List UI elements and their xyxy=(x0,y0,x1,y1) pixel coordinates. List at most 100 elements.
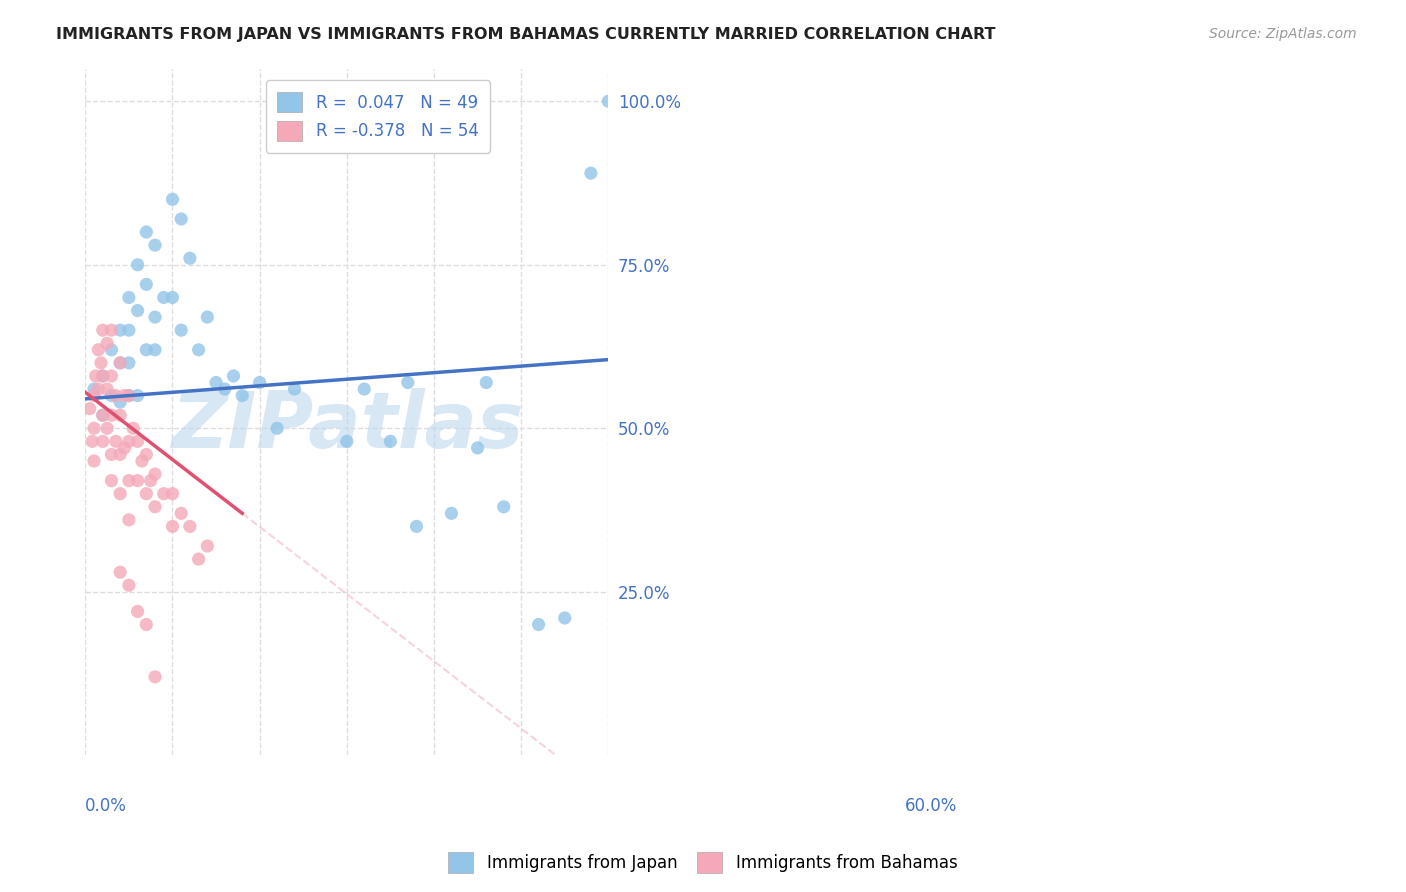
Point xyxy=(118,388,141,402)
Point xyxy=(143,467,166,481)
Point xyxy=(96,336,118,351)
Point xyxy=(135,447,157,461)
Point xyxy=(118,434,141,449)
Point xyxy=(100,408,122,422)
Point xyxy=(266,421,288,435)
Point xyxy=(108,408,131,422)
Point xyxy=(108,356,131,370)
Point xyxy=(100,388,122,402)
Point xyxy=(118,513,141,527)
Point xyxy=(143,310,166,324)
Text: Source: ZipAtlas.com: Source: ZipAtlas.com xyxy=(1209,27,1357,41)
Point xyxy=(83,454,105,468)
Point xyxy=(127,258,149,272)
Point xyxy=(195,310,218,324)
Point xyxy=(100,343,122,357)
Text: 0.0%: 0.0% xyxy=(86,797,127,814)
Point xyxy=(114,441,136,455)
Point xyxy=(179,251,201,265)
Point xyxy=(135,343,157,357)
Point xyxy=(127,434,149,449)
Legend: R =  0.047   N = 49, R = -0.378   N = 54: R = 0.047 N = 49, R = -0.378 N = 54 xyxy=(266,80,491,153)
Point xyxy=(91,408,114,422)
Text: 60.0%: 60.0% xyxy=(904,797,957,814)
Point xyxy=(135,617,157,632)
Point xyxy=(83,388,105,402)
Point xyxy=(598,94,620,108)
Point xyxy=(195,539,218,553)
Point xyxy=(127,303,149,318)
Point xyxy=(108,565,131,579)
Point xyxy=(82,434,104,449)
Point xyxy=(96,421,118,435)
Point xyxy=(170,211,193,226)
Text: ZIPatlas: ZIPatlas xyxy=(170,388,523,464)
Point xyxy=(527,617,550,632)
Point xyxy=(100,474,122,488)
Point xyxy=(108,323,131,337)
Point xyxy=(162,486,184,500)
Point xyxy=(162,519,184,533)
Point xyxy=(108,395,131,409)
Point xyxy=(91,368,114,383)
Point xyxy=(353,382,375,396)
Point xyxy=(162,290,184,304)
Point xyxy=(170,323,193,337)
Point xyxy=(127,604,149,618)
Point xyxy=(214,382,236,396)
Point xyxy=(336,434,359,449)
Point xyxy=(96,382,118,396)
Point xyxy=(127,474,149,488)
Point xyxy=(152,486,174,500)
Point xyxy=(143,500,166,514)
Point xyxy=(231,388,253,402)
Point xyxy=(440,506,463,520)
Point xyxy=(87,382,110,396)
Point xyxy=(79,401,101,416)
Point xyxy=(118,388,141,402)
Point xyxy=(162,192,184,206)
Point xyxy=(222,368,245,383)
Point xyxy=(187,343,209,357)
Point xyxy=(187,552,209,566)
Point xyxy=(554,611,576,625)
Point xyxy=(100,447,122,461)
Point xyxy=(249,376,271,390)
Point xyxy=(83,382,105,396)
Legend: Immigrants from Japan, Immigrants from Bahamas: Immigrants from Japan, Immigrants from B… xyxy=(441,846,965,880)
Point xyxy=(152,290,174,304)
Point xyxy=(127,388,149,402)
Point xyxy=(108,447,131,461)
Point xyxy=(135,486,157,500)
Point xyxy=(91,368,114,383)
Point xyxy=(475,376,498,390)
Point xyxy=(492,500,515,514)
Point xyxy=(118,290,141,304)
Point xyxy=(283,382,305,396)
Point xyxy=(179,519,201,533)
Text: IMMIGRANTS FROM JAPAN VS IMMIGRANTS FROM BAHAMAS CURRENTLY MARRIED CORRELATION C: IMMIGRANTS FROM JAPAN VS IMMIGRANTS FROM… xyxy=(56,27,995,42)
Point xyxy=(205,376,228,390)
Point xyxy=(118,356,141,370)
Point xyxy=(467,441,489,455)
Point xyxy=(122,421,145,435)
Point xyxy=(405,519,427,533)
Point xyxy=(143,343,166,357)
Point xyxy=(100,368,122,383)
Point xyxy=(380,434,402,449)
Point xyxy=(84,368,107,383)
Point xyxy=(104,388,127,402)
Point xyxy=(143,670,166,684)
Point xyxy=(135,225,157,239)
Point xyxy=(135,277,157,292)
Point xyxy=(396,376,419,390)
Point xyxy=(90,356,112,370)
Point xyxy=(108,486,131,500)
Point xyxy=(91,408,114,422)
Point xyxy=(579,166,602,180)
Point xyxy=(118,578,141,592)
Point xyxy=(131,454,153,468)
Point xyxy=(91,434,114,449)
Point xyxy=(91,323,114,337)
Point xyxy=(83,421,105,435)
